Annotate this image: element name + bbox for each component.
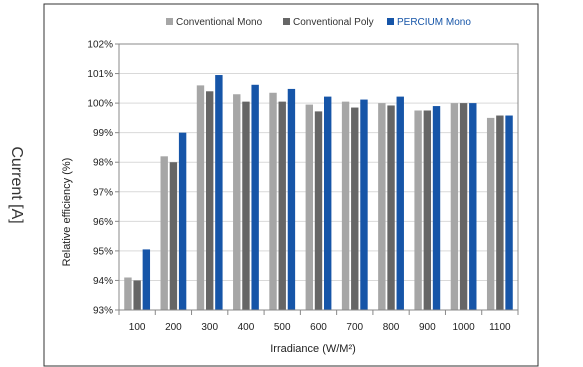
bar-conventional-mono [160,156,168,310]
bar-conventional-mono [196,85,205,310]
bar-conventional-poly [205,91,214,311]
y-tick-label: 94% [93,276,113,287]
y-tick-label: 99% [93,128,113,139]
x-tick-label: 500 [274,322,291,333]
bar-percium-mono [142,249,151,310]
bar-percium-mono [432,106,441,310]
y-axis-title: Relative efficiency (%) [61,158,73,267]
bar-conventional-mono [486,117,495,310]
bars [124,75,513,311]
x-tick-label: 1000 [452,322,475,333]
y-tick-label: 98% [93,158,113,169]
x-tick-label: 900 [419,322,436,333]
legend-swatch [283,18,290,25]
bar-percium-mono [505,115,513,310]
bar-conventional-poly [169,162,178,310]
x-tick-label: 400 [238,322,255,333]
bar-conventional-mono [414,110,422,310]
bar-percium-mono [287,88,296,311]
bar-conventional-poly [496,115,504,310]
bar-conventional-mono [341,101,350,310]
bar-conventional-poly [459,103,468,310]
y-tick-label: 93% [93,306,113,317]
bar-conventional-poly [133,280,141,310]
legend-swatch [387,18,394,25]
bar-conventional-poly [423,110,432,310]
legend: Conventional Mono Conventional Poly PERCIU… [166,17,471,28]
bar-conventional-mono [269,92,277,311]
bar-conventional-poly [314,111,323,311]
y-tick-label: 97% [93,187,113,198]
legend-label: PERCIUM Mono [397,17,471,28]
bar-percium-mono [469,103,477,310]
x-tick-label: 800 [383,322,400,333]
bar-percium-mono [360,99,368,310]
x-tick-label: 200 [165,322,182,333]
bar-conventional-mono [233,94,241,310]
outer-axis-label: Current [A] [8,146,25,223]
bar-conventional-mono [450,103,459,310]
y-axis-ticks: 93% 94% 95% 96% 97% 98% 99% 100% 101% 102% [87,40,119,317]
x-tick-label: 100 [129,322,146,333]
bar-conventional-poly [387,105,395,310]
y-tick-label: 102% [87,40,113,51]
legend-swatch [166,18,173,25]
x-axis-title: Irradiance (W/M²) [270,343,356,355]
legend-label: Conventional Poly [293,17,374,28]
bar-percium-mono [251,84,259,310]
bar-conventional-poly [278,101,286,310]
bar-percium-mono [178,132,187,310]
bar-conventional-mono [305,104,313,310]
x-axis-ticks: 100 200 300 400 500 600 700 800 900 1000 1100 [118,310,519,333]
bar-conventional-poly [242,101,250,310]
x-tick-label: 600 [310,322,327,333]
legend-label: Conventional Mono [176,17,263,28]
plot-area-border [118,43,519,311]
bar-conventional-poly [351,107,359,311]
x-tick-label: 1100 [489,322,511,333]
x-tick-label: 700 [346,322,363,333]
bar-conventional-mono [378,103,386,310]
plot-border [118,43,519,311]
y-tick-label: 100% [87,99,113,110]
y-tick-label: 96% [93,217,113,228]
x-tick-label: 300 [201,322,218,333]
y-tick-label: 101% [87,69,113,80]
bar-conventional-mono [124,277,132,310]
bar-percium-mono [324,96,332,310]
bar-percium-mono [396,96,404,310]
y-tick-label: 95% [93,246,113,257]
bar-percium-mono [215,75,223,311]
